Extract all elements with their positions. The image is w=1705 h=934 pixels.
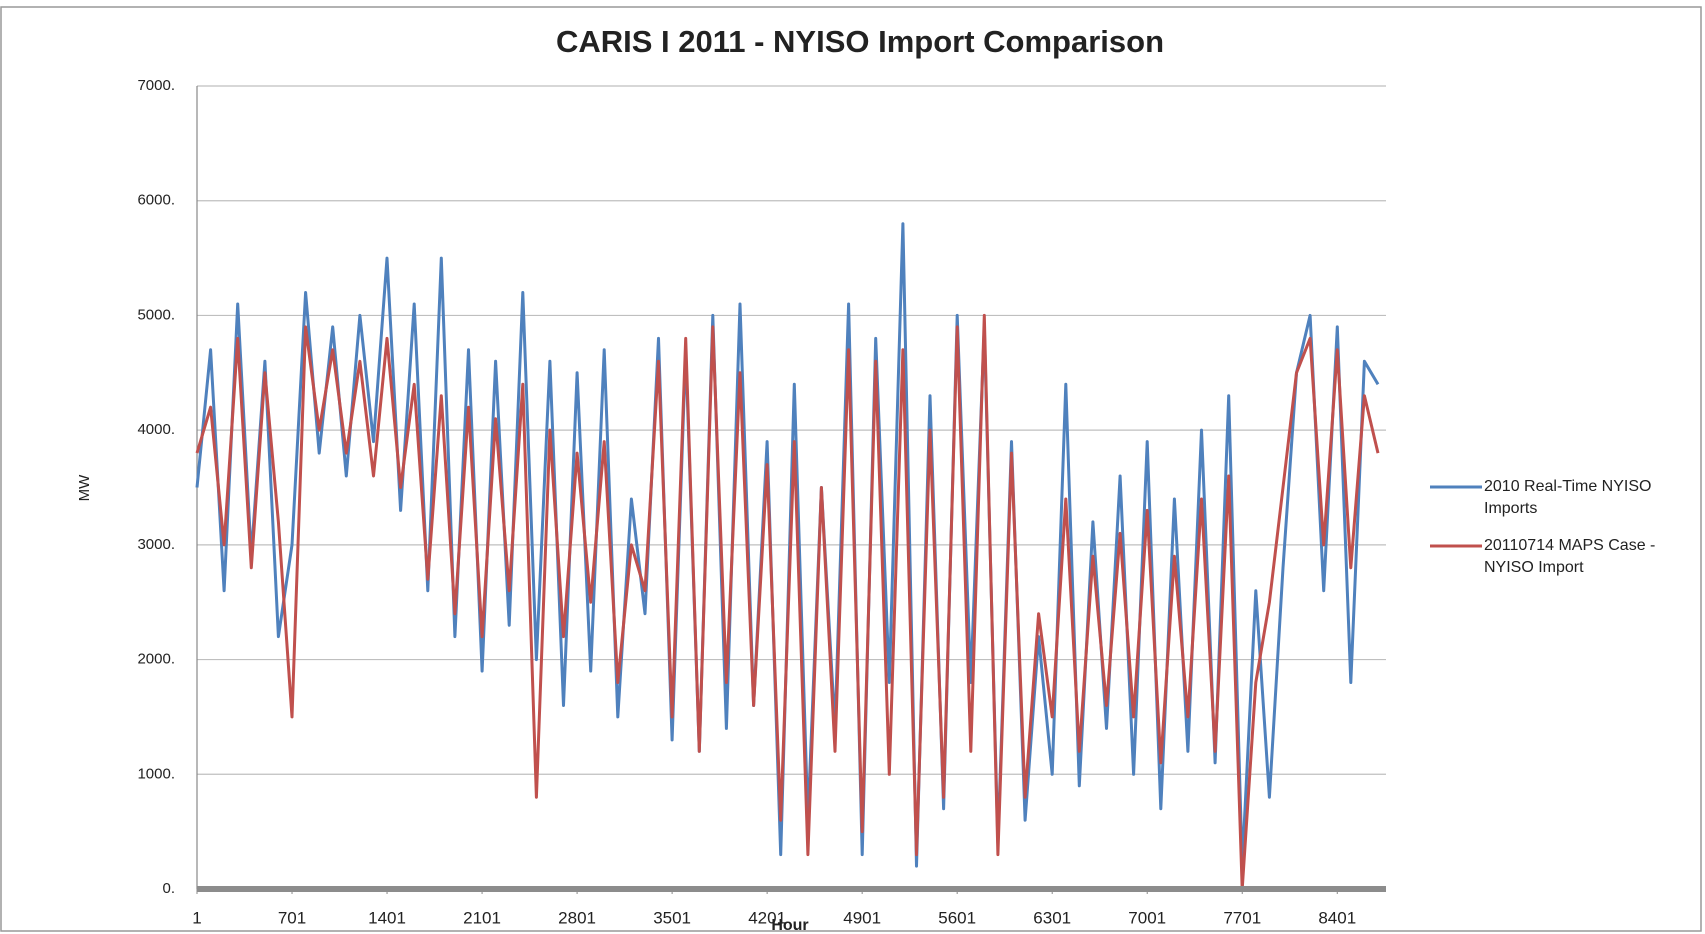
x-tick-label: 3501 — [653, 908, 691, 927]
chart-title: CARIS I 2011 - NYISO Import Comparison — [556, 24, 1164, 59]
x-tick-label: 6301 — [1033, 908, 1071, 927]
legend-entry: 20110714 MAPS Case - NYISO Import — [1484, 537, 1656, 576]
y-tick-label: 7000. — [137, 77, 175, 94]
x-tick-label: 8401 — [1318, 908, 1356, 927]
x-tick-label: 2101 — [463, 908, 501, 927]
x-axis-label: Hour — [771, 917, 808, 934]
x-tick-label: 1 — [192, 908, 201, 927]
x-tick-label: 7001 — [1128, 908, 1166, 927]
y-tick-label: 2000. — [137, 651, 175, 668]
x-tick-label: 4901 — [843, 908, 881, 927]
legend-entry: 2010 Real-Time NYISO Imports — [1484, 478, 1652, 517]
x-tick-label: 2801 — [558, 908, 596, 927]
y-axis-label: MW — [76, 474, 93, 501]
y-tick-label: 0. — [162, 880, 175, 897]
y-tick-label: 3000. — [137, 536, 175, 553]
series-line — [195, 313, 1380, 891]
chart-frame — [0, 6, 1702, 932]
x-tick-label: 5601 — [938, 908, 976, 927]
x-tick-label: 4201 — [748, 908, 786, 927]
x-tick-label: 701 — [278, 908, 306, 927]
y-tick-label: 4000. — [137, 421, 175, 438]
x-tick-label: 1401 — [368, 908, 406, 927]
x-tick-label: 7701 — [1223, 908, 1261, 927]
y-tick-label: 5000. — [137, 306, 175, 323]
y-tick-label: 6000. — [137, 192, 175, 209]
y-tick-label: 1000. — [137, 765, 175, 782]
